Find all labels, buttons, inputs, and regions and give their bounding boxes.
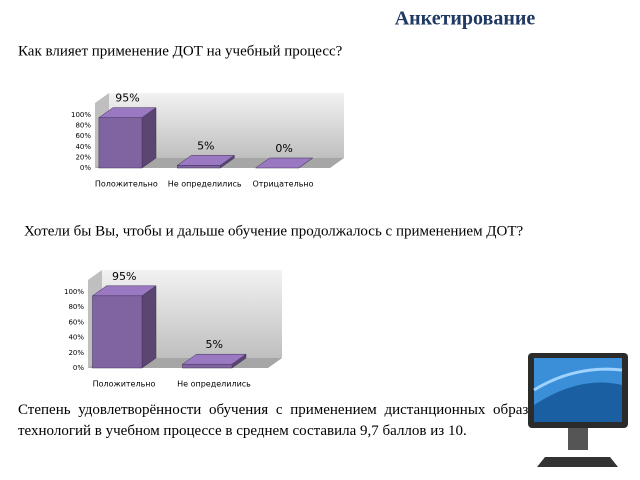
value-label: 5% xyxy=(197,139,214,152)
bar xyxy=(177,165,221,169)
x-tick-label: Не определились xyxy=(177,380,251,389)
chart-title: Как влияет применение ДОТ на учебный про… xyxy=(18,43,343,59)
monitor-icon xyxy=(528,353,628,467)
bar-top xyxy=(98,107,157,118)
value-label: 95% xyxy=(112,270,136,283)
bar-top xyxy=(181,353,247,365)
x-tick-label: Отрицательно xyxy=(252,180,313,189)
bar-top xyxy=(91,285,157,297)
bar-top xyxy=(254,157,314,169)
y-tick-label: 80% xyxy=(75,122,91,130)
x-tick-label: Не определились xyxy=(168,180,242,189)
y-tick-label: 100% xyxy=(71,111,91,119)
summary-text: Степень удовлетворённости обучения с при… xyxy=(18,402,602,439)
y-tick-label: 60% xyxy=(68,318,84,326)
y-tick-label: 100% xyxy=(64,288,84,296)
bar-side xyxy=(141,285,157,369)
slide-title: Анкетирование xyxy=(395,8,536,30)
bar-side xyxy=(141,107,157,169)
y-tick-label: 60% xyxy=(75,132,91,140)
y-tick-label: 40% xyxy=(75,143,91,151)
value-label: 0% xyxy=(275,142,292,155)
bar xyxy=(92,295,143,369)
y-tick-label: 0% xyxy=(80,164,91,172)
bar-top xyxy=(176,155,236,166)
bar xyxy=(98,117,143,169)
x-tick-label: Положительно xyxy=(93,380,156,389)
value-label: 95% xyxy=(115,92,139,105)
y-tick-label: 20% xyxy=(75,153,91,161)
back-wall xyxy=(109,93,344,158)
value-label: 5% xyxy=(206,338,223,351)
y-tick-label: 20% xyxy=(68,349,84,357)
chart-title: Хотели бы Вы, чтобы и дальше обучение пр… xyxy=(24,223,524,239)
y-tick-label: 40% xyxy=(68,334,84,342)
x-tick-label: Положительно xyxy=(95,180,158,189)
bar xyxy=(182,363,233,369)
y-tick-label: 0% xyxy=(73,364,84,372)
y-tick-label: 80% xyxy=(68,303,84,311)
